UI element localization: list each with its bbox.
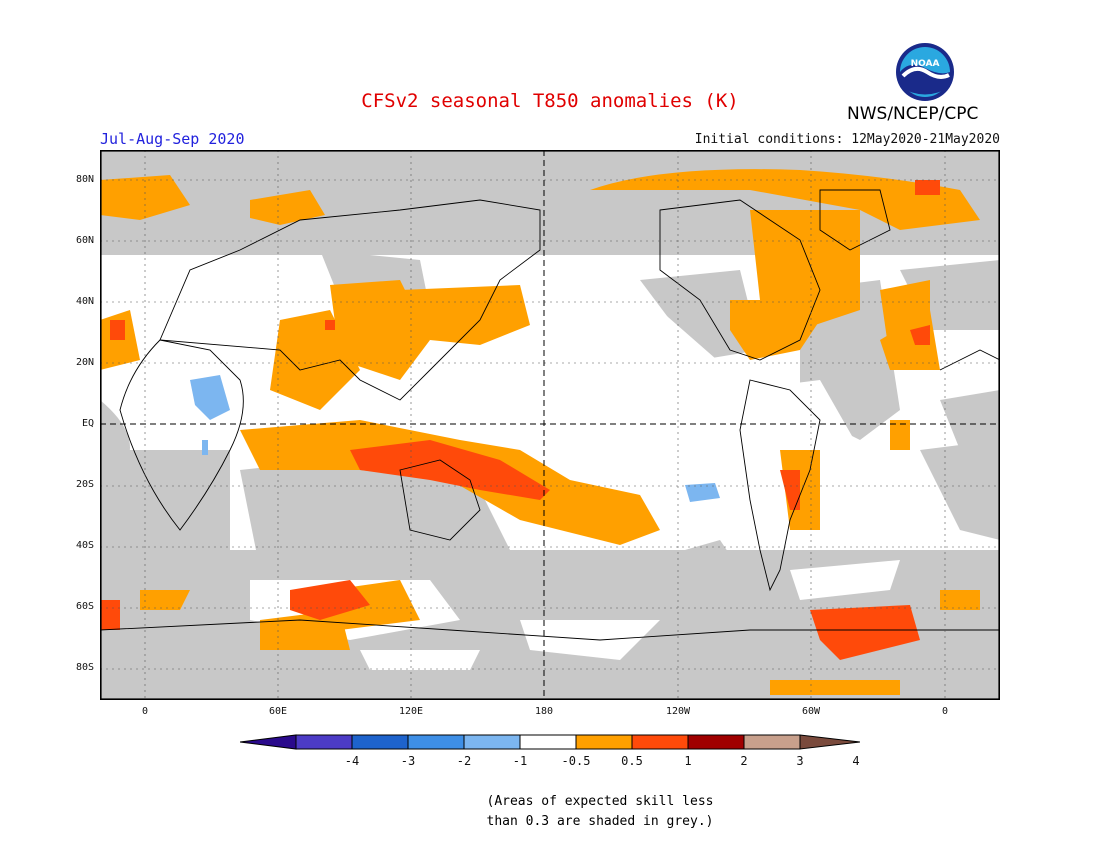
colorbar-box bbox=[743, 734, 801, 750]
colorbar-tick-label: -1 bbox=[512, 754, 528, 768]
lat-label: 60S bbox=[75, 601, 94, 612]
warm-anomaly-1-2 bbox=[100, 180, 940, 660]
anomaly-map bbox=[100, 150, 1000, 700]
lat-label: 60N bbox=[75, 235, 94, 246]
skill-note-line2: than 0.3 are shaded in grey.) bbox=[486, 814, 714, 829]
map-title: CFSv2 seasonal T850 anomalies (K) bbox=[361, 90, 739, 112]
colorbar-tick-label: 0.5 bbox=[621, 754, 643, 768]
colorbar-tick-label: -2 bbox=[456, 754, 472, 768]
colorbar-tick-label: 4 bbox=[852, 754, 860, 768]
lon-label: 0 bbox=[941, 706, 949, 717]
colorbar-box bbox=[631, 734, 689, 750]
logo-text: NOAA bbox=[911, 59, 940, 69]
noaa-logo-icon: NOAA bbox=[896, 43, 954, 101]
lon-label: 120E bbox=[398, 706, 424, 717]
colorbar-box bbox=[407, 734, 465, 750]
lat-label: EQ bbox=[81, 418, 94, 429]
colorbar-box bbox=[687, 734, 745, 750]
lon-label: 0 bbox=[141, 706, 149, 717]
colorbar-tick-label: -3 bbox=[400, 754, 416, 768]
map-gridlines bbox=[100, 150, 1000, 700]
warm-anomaly-05-1 bbox=[100, 169, 980, 695]
coastlines bbox=[100, 189, 1000, 641]
colorbar-box bbox=[463, 734, 521, 750]
colorbar-min-arrow bbox=[240, 734, 297, 750]
lat-label: 20N bbox=[75, 357, 94, 368]
season-label: Jul-Aug-Sep 2020 bbox=[100, 130, 245, 148]
lon-label: 180 bbox=[534, 706, 554, 717]
colorbar-box bbox=[519, 734, 577, 750]
lat-label: 40S bbox=[75, 540, 94, 551]
initial-conditions-label: Initial conditions: 12May2020-21May2020 bbox=[694, 132, 1000, 147]
colorbar-max-arrow bbox=[799, 734, 860, 750]
colorbar-box bbox=[295, 734, 353, 750]
skill-note-line1: (Areas of expected skill less bbox=[486, 794, 714, 809]
lat-label: 40N bbox=[75, 296, 94, 307]
colorbar-box bbox=[351, 734, 409, 750]
lat-label: 80S bbox=[75, 662, 94, 673]
cool-anomaly-05-1 bbox=[190, 375, 720, 502]
colorbar-tick-label: 2 bbox=[740, 754, 748, 768]
colorbar bbox=[240, 734, 860, 750]
colorbar-tick-label: -4 bbox=[344, 754, 360, 768]
lon-label: 120W bbox=[665, 706, 691, 717]
low-skill-shading bbox=[100, 150, 1000, 700]
colorbar-tick-label: -0.5 bbox=[561, 754, 591, 768]
colorbar-tick-label: 3 bbox=[796, 754, 804, 768]
colorbar-box bbox=[575, 734, 633, 750]
lat-label: 80N bbox=[75, 174, 94, 185]
map-frame bbox=[100, 150, 1000, 700]
lat-label: 20S bbox=[75, 479, 94, 490]
agency-label: NWS/NCEP/CPC bbox=[847, 104, 979, 124]
lon-label: 60W bbox=[801, 706, 821, 717]
lon-label: 60E bbox=[268, 706, 288, 717]
colorbar-tick-label: 1 bbox=[684, 754, 692, 768]
